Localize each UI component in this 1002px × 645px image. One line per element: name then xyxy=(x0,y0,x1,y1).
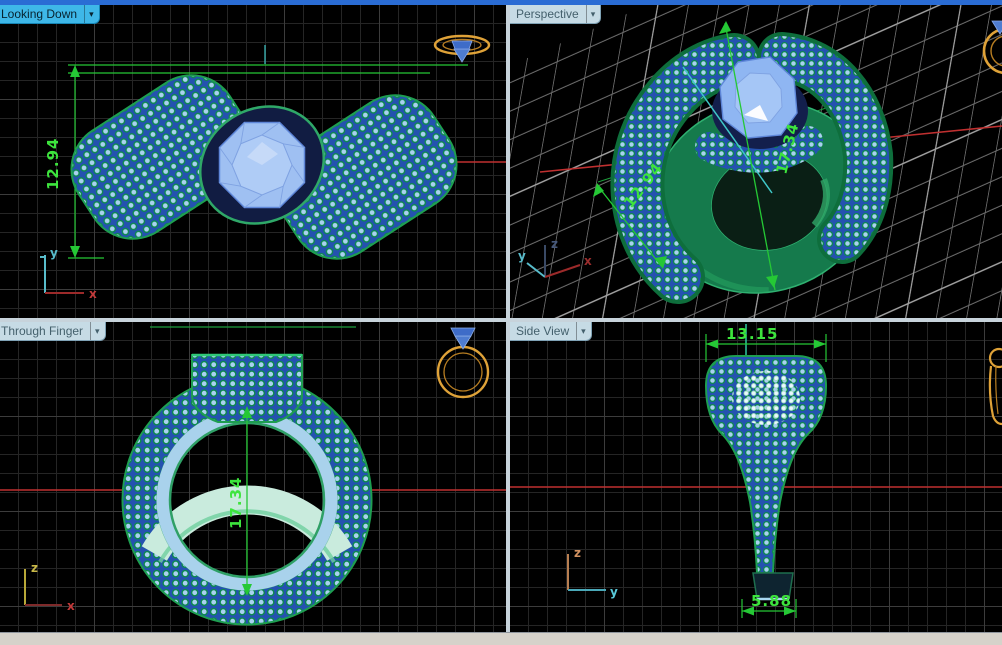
center-line xyxy=(682,66,773,194)
viewport-canvas-through-finger[interactable]: 17.34 z x xyxy=(0,322,506,632)
axis-gizmo: z x xyxy=(24,561,75,613)
axis-label-x: x xyxy=(584,254,592,268)
center-gem[interactable] xyxy=(719,56,798,139)
ring-model-top-view[interactable] xyxy=(54,58,474,277)
ghost-ring-icon xyxy=(988,347,1002,426)
window-top-edge xyxy=(0,0,1002,5)
ghost-ring-icon xyxy=(436,327,490,399)
viewport-canvas-looking-down[interactable]: 12.94 xyxy=(0,5,506,318)
viewport-menu-dropdown[interactable]: ▾ xyxy=(576,322,591,340)
axis-gizmo: z y xyxy=(567,546,618,599)
ring-head[interactable] xyxy=(191,354,303,423)
viewport-side-view[interactable]: Side View ▾ xyxy=(510,322,1002,632)
pave-highlight xyxy=(732,371,800,425)
axis-label-z: z xyxy=(31,561,38,575)
viewport-tab-looking-down[interactable]: Looking Down ▾ xyxy=(0,5,100,24)
axis-gizmo: y x xyxy=(40,246,97,301)
viewport-tab-perspective[interactable]: Perspective ▾ xyxy=(510,5,602,24)
grid xyxy=(0,322,506,632)
ghost-ring-icon xyxy=(433,34,491,63)
viewport-menu-dropdown[interactable]: ▾ xyxy=(84,5,99,23)
viewport-title: Side View xyxy=(516,324,570,338)
viewport-canvas-perspective[interactable]: 12.94 17.34 z y x xyxy=(510,5,1002,318)
ghost-ring-icon xyxy=(982,20,1002,74)
statusbar xyxy=(0,632,1002,645)
viewport-tab-through-finger[interactable]: Through Finger ▾ xyxy=(0,322,106,341)
center-gem[interactable] xyxy=(218,121,306,209)
viewport-menu-dropdown[interactable]: ▾ xyxy=(90,322,105,340)
dimension-annotation-diameter[interactable]: 17.34 xyxy=(227,406,252,596)
dimension-label: 17.34 xyxy=(227,477,245,529)
axis-label-y: y xyxy=(50,246,58,260)
axis-label-x: x xyxy=(89,287,97,301)
chevron-down-icon: ▾ xyxy=(95,325,100,336)
viewport-menu-dropdown[interactable]: ▾ xyxy=(585,5,601,23)
viewport-title: Through Finger xyxy=(1,324,84,338)
viewport-title: Perspective xyxy=(516,7,579,21)
dimension-label: 13.15 xyxy=(726,325,778,343)
dimension-label[interactable]: 12.94 xyxy=(44,138,62,190)
viewport-through-finger[interactable]: Through Finger ▾ xyxy=(0,322,506,632)
chevron-down-icon: ▾ xyxy=(590,8,596,19)
viewport-tab-side-view[interactable]: Side View ▾ xyxy=(510,322,592,341)
ring-model-perspective[interactable] xyxy=(610,32,894,316)
dimension-annotation-shank-width[interactable]: 5.88 xyxy=(741,592,797,618)
viewport-canvas-side-view[interactable]: 13.15 5.88 z y xyxy=(510,322,1002,632)
chevron-down-icon: ▾ xyxy=(581,325,586,336)
axis-label-z: z xyxy=(574,546,581,560)
viewport-perspective[interactable]: Perspective ▾ xyxy=(510,5,1002,318)
viewport-splitter-horizontal[interactable] xyxy=(0,318,1002,322)
viewport-looking-down[interactable]: Looking Down ▾ xyxy=(0,5,506,318)
dimension-annotation-head-width[interactable]: 13.15 xyxy=(705,325,827,362)
axis-label-y: y xyxy=(518,249,526,263)
viewport-title: Looking Down xyxy=(1,7,78,21)
dimension-label: 5.88 xyxy=(751,592,792,610)
axis-label-x: x xyxy=(67,599,75,613)
chevron-down-icon: ▾ xyxy=(89,8,94,19)
axis-label-z: z xyxy=(551,237,558,251)
axis-label-y: y xyxy=(610,585,618,599)
ring-model-side-view[interactable] xyxy=(704,355,828,601)
axis-gizmo: z y x xyxy=(518,237,592,278)
